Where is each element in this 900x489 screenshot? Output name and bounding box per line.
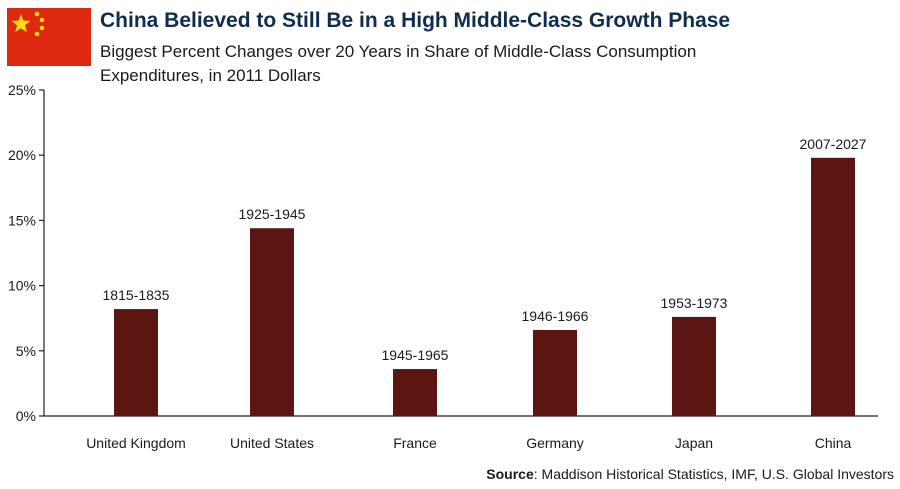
x-category-label: United States — [230, 435, 314, 451]
bar-data-label: 2007-2027 — [800, 136, 867, 152]
chart-subtitle: Biggest Percent Changes over 20 Years in… — [100, 42, 697, 85]
bar — [114, 309, 158, 416]
y-tick-label: 10% — [8, 278, 36, 294]
bar-data-label: 1945-1965 — [382, 347, 449, 363]
flag-small-star-4 — [34, 31, 40, 37]
source-note: Source: Maddison Historical Statistics, … — [486, 466, 894, 482]
flag-big-star — [11, 14, 31, 33]
x-category-label: China — [815, 435, 852, 451]
flag-small-star-1 — [34, 11, 40, 17]
y-tick-label: 25% — [8, 82, 36, 98]
bar-data-label: 1946-1966 — [522, 308, 589, 324]
bar — [250, 228, 294, 416]
source-text: : Maddison Historical Statistics, IMF, U… — [533, 466, 894, 482]
x-category-label: Japan — [675, 435, 713, 451]
bar — [672, 316, 716, 416]
bar-data-label: 1953-1973 — [661, 295, 728, 311]
bar — [393, 369, 437, 416]
flag-small-star-3 — [39, 25, 45, 31]
x-category-label: France — [393, 435, 437, 451]
y-tick-label: 15% — [8, 212, 36, 228]
x-category-label: Germany — [526, 435, 584, 451]
flag-small-star-2 — [39, 17, 45, 23]
source-label: Source — [486, 466, 534, 482]
china-flag-icon — [7, 8, 91, 66]
y-tick-label: 0% — [16, 408, 36, 424]
bar — [811, 157, 855, 417]
bar-data-label: 1815-1835 — [103, 287, 170, 303]
y-tick-label: 5% — [16, 343, 36, 359]
y-tick-label: 20% — [8, 147, 36, 163]
chart-title: China Believed to Still Be in a High Mid… — [100, 9, 731, 32]
bar-data-label: 1925-1945 — [239, 206, 306, 222]
x-category-label: United Kingdom — [86, 435, 186, 451]
bar — [533, 329, 577, 416]
